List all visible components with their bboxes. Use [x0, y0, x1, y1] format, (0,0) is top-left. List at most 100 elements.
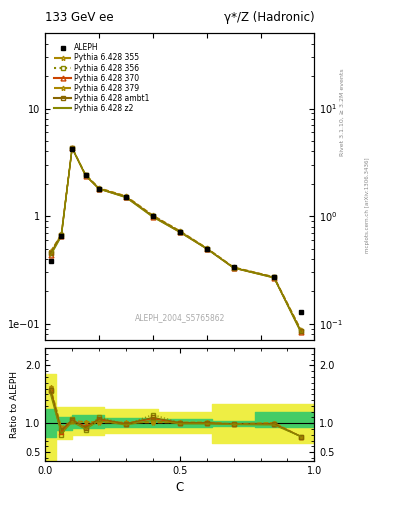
- ALEPH: [70, 146, 75, 152]
- ALEPH: [59, 233, 64, 240]
- Pythia 6.428 379: [59, 231, 64, 237]
- Pythia 6.428 ambt1: [299, 328, 303, 334]
- Pythia 6.428 ambt1: [59, 232, 64, 238]
- Legend: ALEPH, Pythia 6.428 355, Pythia 6.428 356, Pythia 6.428 370, Pythia 6.428 379, P: ALEPH, Pythia 6.428 355, Pythia 6.428 35…: [54, 43, 150, 113]
- Line: Pythia 6.428 379: Pythia 6.428 379: [48, 145, 303, 332]
- Text: γ*/Z (Hadronic): γ*/Z (Hadronic): [224, 11, 314, 25]
- Pythia 6.428 355: [83, 172, 88, 178]
- Pythia 6.428 379: [151, 212, 155, 218]
- ALEPH: [231, 264, 236, 270]
- Pythia 6.428 z2: [272, 275, 276, 281]
- Pythia 6.428 370: [299, 329, 303, 335]
- Pythia 6.428 355: [272, 274, 276, 280]
- Pythia 6.428 356: [178, 228, 182, 234]
- Pythia 6.428 355: [97, 185, 101, 191]
- Pythia 6.428 379: [204, 245, 209, 251]
- Pythia 6.428 356: [272, 274, 276, 281]
- Pythia 6.428 356: [70, 145, 75, 151]
- Pythia 6.428 z2: [124, 195, 129, 201]
- ALEPH: [178, 228, 182, 234]
- ALEPH: [124, 194, 129, 200]
- Pythia 6.428 z2: [97, 186, 101, 192]
- Pythia 6.428 370: [204, 246, 209, 252]
- Pythia 6.428 z2: [70, 145, 75, 151]
- Line: Pythia 6.428 370: Pythia 6.428 370: [48, 146, 303, 334]
- Text: mcplots.cern.ch [arXiv:1306.3436]: mcplots.cern.ch [arXiv:1306.3436]: [365, 157, 370, 252]
- Pythia 6.428 ambt1: [70, 145, 75, 151]
- Pythia 6.428 ambt1: [231, 265, 236, 271]
- Y-axis label: Ratio to ALEPH: Ratio to ALEPH: [10, 371, 19, 438]
- Pythia 6.428 370: [124, 194, 129, 200]
- Pythia 6.428 370: [231, 265, 236, 271]
- Line: Pythia 6.428 ambt1: Pythia 6.428 ambt1: [48, 145, 303, 334]
- Pythia 6.428 355: [178, 228, 182, 234]
- Pythia 6.428 356: [299, 328, 303, 334]
- Pythia 6.428 z2: [299, 329, 303, 335]
- Pythia 6.428 ambt1: [124, 194, 129, 200]
- Pythia 6.428 356: [97, 186, 101, 192]
- Pythia 6.428 z2: [151, 214, 155, 220]
- Pythia 6.428 ambt1: [48, 250, 53, 257]
- Pythia 6.428 z2: [178, 229, 182, 235]
- Pythia 6.428 355: [48, 249, 53, 255]
- ALEPH: [48, 259, 53, 265]
- Pythia 6.428 379: [231, 264, 236, 270]
- Pythia 6.428 379: [70, 144, 75, 151]
- Pythia 6.428 356: [59, 232, 64, 238]
- Pythia 6.428 z2: [231, 265, 236, 271]
- Pythia 6.428 355: [59, 231, 64, 237]
- Pythia 6.428 356: [48, 250, 53, 257]
- Pythia 6.428 379: [48, 248, 53, 254]
- Text: Rivet 3.1.10, ≥ 3.2M events: Rivet 3.1.10, ≥ 3.2M events: [340, 69, 344, 157]
- Pythia 6.428 ambt1: [97, 186, 101, 192]
- Pythia 6.428 ambt1: [151, 213, 155, 219]
- Pythia 6.428 379: [178, 228, 182, 234]
- Pythia 6.428 356: [83, 172, 88, 178]
- Pythia 6.428 z2: [48, 252, 53, 259]
- Pythia 6.428 z2: [59, 233, 64, 240]
- X-axis label: C: C: [176, 481, 184, 494]
- ALEPH: [97, 186, 101, 192]
- Pythia 6.428 355: [70, 145, 75, 151]
- Pythia 6.428 ambt1: [178, 228, 182, 234]
- Text: ALEPH_2004_S5765862: ALEPH_2004_S5765862: [135, 313, 225, 322]
- Pythia 6.428 370: [178, 229, 182, 235]
- Pythia 6.428 356: [231, 265, 236, 271]
- Pythia 6.428 379: [124, 193, 129, 199]
- Pythia 6.428 356: [151, 213, 155, 219]
- Pythia 6.428 355: [151, 212, 155, 219]
- Pythia 6.428 379: [97, 185, 101, 191]
- Pythia 6.428 370: [272, 274, 276, 281]
- Pythia 6.428 z2: [83, 173, 88, 179]
- Line: Pythia 6.428 z2: Pythia 6.428 z2: [51, 148, 301, 332]
- ALEPH: [204, 245, 209, 251]
- Pythia 6.428 379: [272, 274, 276, 280]
- Pythia 6.428 355: [231, 264, 236, 270]
- Pythia 6.428 356: [124, 194, 129, 200]
- Pythia 6.428 370: [151, 214, 155, 220]
- Pythia 6.428 379: [83, 172, 88, 178]
- Pythia 6.428 ambt1: [204, 245, 209, 251]
- Pythia 6.428 379: [299, 327, 303, 333]
- Line: Pythia 6.428 356: Pythia 6.428 356: [48, 145, 303, 334]
- Pythia 6.428 356: [204, 245, 209, 251]
- Pythia 6.428 370: [97, 186, 101, 192]
- Pythia 6.428 ambt1: [272, 274, 276, 281]
- Line: Pythia 6.428 355: Pythia 6.428 355: [48, 145, 303, 333]
- ALEPH: [83, 172, 88, 178]
- Y-axis label: 1/σ dσ/dC: 1/σ dσ/dC: [0, 160, 2, 214]
- Pythia 6.428 355: [299, 327, 303, 333]
- Pythia 6.428 z2: [204, 246, 209, 252]
- Pythia 6.428 355: [204, 245, 209, 251]
- ALEPH: [151, 213, 155, 219]
- Text: 133 GeV ee: 133 GeV ee: [45, 11, 114, 25]
- Pythia 6.428 370: [48, 251, 53, 258]
- Pythia 6.428 355: [124, 193, 129, 199]
- Pythia 6.428 370: [70, 145, 75, 151]
- Pythia 6.428 ambt1: [83, 172, 88, 178]
- Line: ALEPH: ALEPH: [48, 146, 303, 314]
- Pythia 6.428 370: [59, 232, 64, 239]
- ALEPH: [272, 274, 276, 281]
- Pythia 6.428 370: [83, 173, 88, 179]
- ALEPH: [299, 308, 303, 314]
